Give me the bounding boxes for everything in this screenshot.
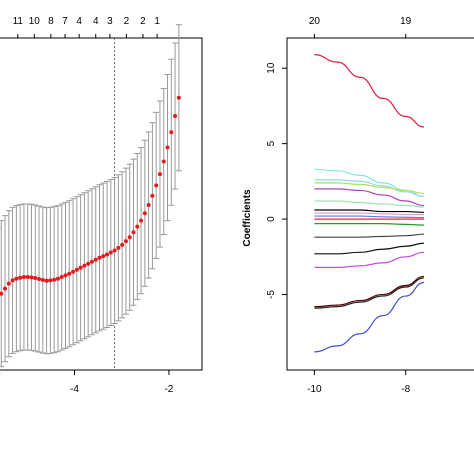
y-tick-label: 0 [266,216,277,222]
data-point [48,278,53,283]
coefficient-path [314,233,424,238]
data-point [33,276,38,281]
coefficient-path [314,182,424,195]
left-panel-cross-validation: 11 10 8 7 4 4 3 2 2 1 -4 -2 [0,16,203,395]
data-point [18,275,23,280]
top-tick-label: 4 [76,16,82,27]
coefficient-lines [314,54,425,353]
data-point [165,145,170,150]
coefficient-path [314,281,425,353]
top-tick-label: 2 [140,16,146,27]
data-point [25,275,30,280]
data-point [0,291,4,296]
data-point [40,278,45,283]
data-point [120,242,125,247]
data-point [67,271,72,276]
data-point [169,130,174,135]
right-top-axis: 20 19 [309,16,412,38]
coefficient-path [314,54,425,128]
top-tick-label: 11 [13,16,24,27]
top-tick-label: 1 [154,16,160,27]
y-tick-label: 10 [266,62,277,74]
data-point [127,235,132,240]
left-bottom-axis: -4 -2 [70,370,174,395]
top-tick-label: 4 [93,16,99,27]
x-tick-label: -2 [164,384,173,395]
data-point [29,275,34,280]
coefficient-path [314,179,424,198]
data-point [21,275,26,280]
coefficient-path [314,212,424,216]
data-point [10,278,15,283]
left-top-axis: 11 10 8 7 4 4 3 2 2 1 [13,16,160,38]
data-point [116,245,121,250]
right-plot-frame [286,37,474,371]
y-tick-label: 5 [266,140,277,146]
data-point [154,183,159,188]
data-point [139,218,144,223]
data-point [101,254,106,259]
data-point [150,193,155,198]
data-point [78,265,83,270]
data-point [82,263,87,268]
data-point [44,278,49,283]
data-point [131,230,136,235]
coefficient-path [314,200,424,208]
error-bars [0,24,182,374]
data-point [86,261,91,266]
coefficient-path [314,223,424,226]
coefficient-path [314,209,424,213]
data-point [146,202,151,207]
data-point [52,277,57,282]
top-tick-label: 7 [62,16,68,27]
data-point [89,259,94,264]
top-tick-label: 19 [400,16,412,27]
data-point [161,159,166,164]
coefficient-path [314,242,424,255]
coefficient-path [314,215,424,219]
data-point [59,275,64,280]
x-tick-label: -8 [401,384,410,395]
top-tick-label: 8 [48,16,54,27]
data-point [97,255,102,260]
coefficient-path [314,251,424,268]
x-tick-label: -4 [70,384,79,395]
data-point [176,95,181,100]
data-point [14,276,19,281]
top-tick-label: 10 [29,16,41,27]
data-point [37,277,42,282]
right-bottom-axis: -10 -8 [307,370,411,395]
top-tick-label: 20 [309,16,321,27]
data-point [123,239,128,244]
x-tick-label: -10 [307,384,322,395]
right-y-axis: 10 5 0 -5 [266,62,287,299]
data-point [93,257,98,262]
left-plot-frame [0,37,203,371]
data-point [157,172,162,177]
coefficient-path [314,188,424,207]
data-point [108,250,113,255]
top-tick-label: 3 [107,16,113,27]
coefficient-path [314,277,425,309]
mean-points [0,95,181,296]
coefficient-path [314,275,425,308]
data-point [74,267,79,272]
data-point [6,281,11,286]
data-point [142,211,147,216]
top-tick-label: 2 [124,16,130,27]
data-point [105,252,110,257]
data-point [63,273,68,278]
data-point [173,114,178,119]
y-axis-label: Coefficients [242,189,253,247]
data-point [135,224,140,229]
data-point [3,286,8,291]
data-point [112,248,117,253]
data-point [71,269,76,274]
y-tick-label: -5 [266,290,277,299]
data-point [55,276,60,281]
